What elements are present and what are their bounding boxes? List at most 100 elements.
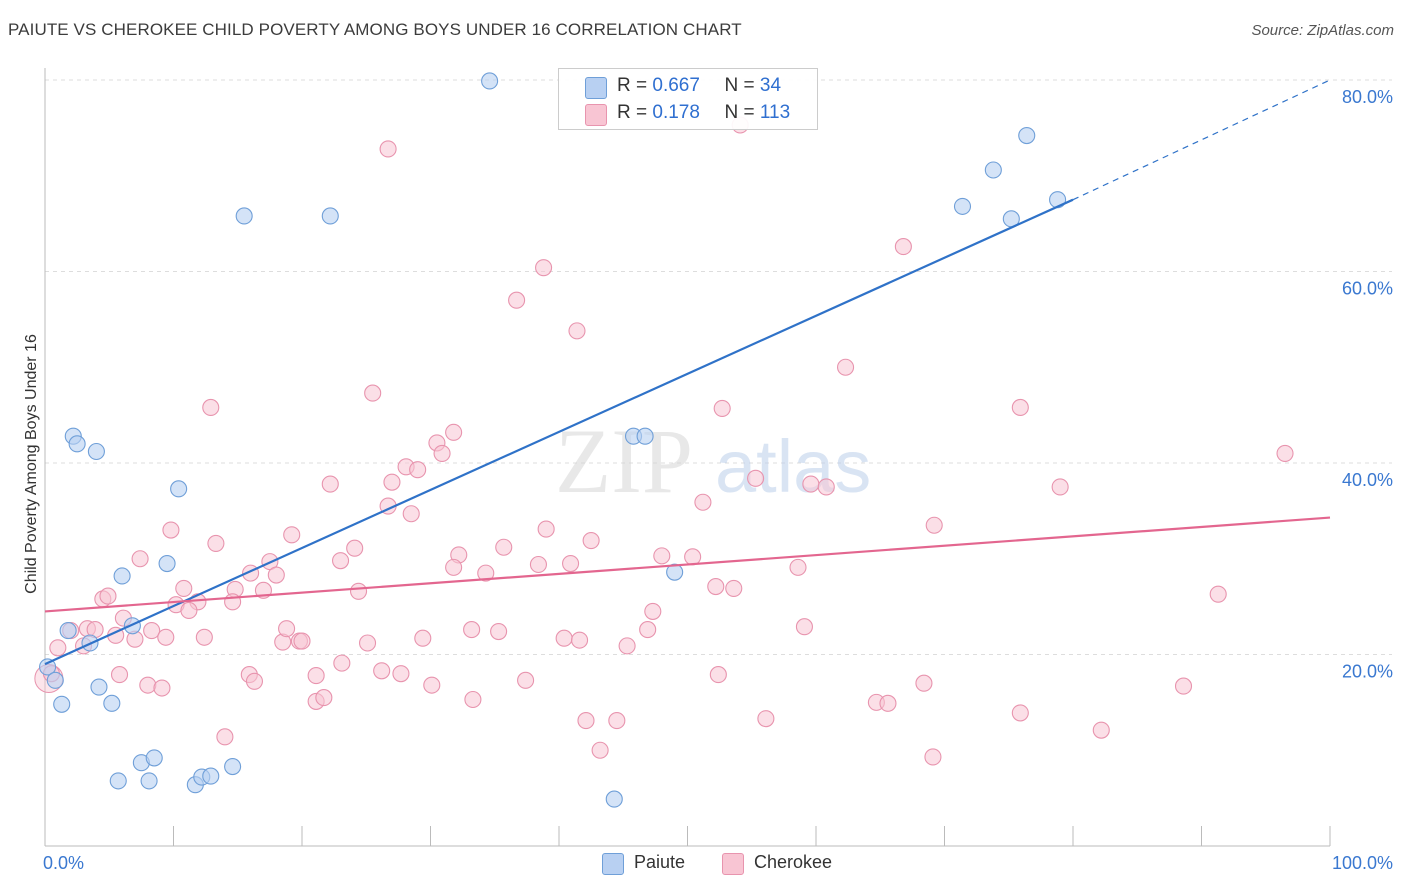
paiute-legend-label: Paiute — [634, 852, 686, 872]
cherokee-point — [402, 505, 420, 523]
y-axis-label: Child Poverty Among Boys Under 16 — [23, 334, 40, 594]
paiute-point — [224, 757, 242, 776]
cherokee-point — [464, 690, 482, 709]
cherokee-point — [153, 679, 171, 697]
cherokee-trend-line — [44, 516, 1331, 613]
cherokee-point — [707, 577, 725, 596]
x-tick-label-min: 0.0% — [43, 853, 84, 873]
cherokee-point — [713, 399, 731, 417]
cherokee-point — [1209, 585, 1227, 603]
cherokee-point — [789, 558, 807, 576]
cherokee-point — [562, 554, 580, 573]
cherokee-point — [283, 526, 301, 544]
cherokee-point — [346, 539, 364, 557]
tick-labels: 20.0% 40.0% 60.0% 80.0% 0.0% 100.0% — [43, 87, 1393, 873]
cherokee-point — [293, 632, 311, 650]
paiute-point — [605, 790, 623, 808]
paiute-n-label: N = — [724, 75, 755, 96]
cherokee-point — [245, 672, 264, 690]
paiute-point — [170, 480, 188, 498]
cherokee-point — [591, 741, 609, 759]
cherokee-r-label: R = — [617, 102, 648, 123]
cherokee-point — [373, 662, 391, 680]
cherokee-point — [202, 398, 220, 417]
cherokee-point — [495, 538, 513, 556]
paiute-trend-line — [44, 198, 1074, 666]
cherokee-point — [307, 667, 325, 685]
cherokee-point — [653, 547, 671, 565]
y-tick-label: 60.0% — [1342, 279, 1393, 299]
cherokee-point — [879, 694, 897, 712]
paiute-point — [68, 435, 86, 453]
cherokee-point — [757, 710, 775, 728]
gridlines — [45, 79, 1392, 655]
cherokee-point — [433, 444, 451, 462]
cherokee-point — [1276, 444, 1294, 462]
paiute-r-value: 0.667 — [652, 75, 700, 96]
cherokee-point — [537, 520, 555, 538]
cherokee-point — [802, 475, 820, 493]
paiute-point — [666, 563, 684, 581]
y-tick-label: 80.0% — [1342, 87, 1393, 107]
cherokee-point — [747, 469, 765, 487]
cherokee-point — [331, 552, 350, 570]
cherokee-point — [414, 629, 432, 647]
cherokee-point — [639, 621, 657, 639]
cherokee-point — [131, 550, 149, 568]
paiute-point — [158, 554, 176, 573]
cherokee-point — [445, 423, 463, 441]
paiute-point — [87, 442, 105, 461]
trend-lines — [44, 79, 1331, 666]
cherokee-point — [349, 582, 368, 600]
cherokee-point — [383, 473, 401, 491]
paiute-point — [984, 161, 1002, 179]
cherokee-point — [157, 628, 175, 646]
cherokee-point — [529, 555, 547, 574]
cherokee-point — [49, 639, 67, 657]
cherokee-point — [1051, 478, 1069, 496]
paiute-point — [59, 622, 77, 640]
paiute-point — [53, 695, 71, 713]
paiute-legend-swatch — [602, 853, 624, 875]
cherokee-point — [207, 534, 225, 552]
cherokee-point — [644, 602, 662, 620]
cherokee-point — [1092, 721, 1110, 739]
cherokee-point — [409, 461, 427, 479]
cherokee-r-value: 0.178 — [652, 102, 700, 123]
cherokee-point — [568, 322, 586, 340]
paiute-point — [113, 567, 131, 585]
cherokee-point — [445, 558, 463, 576]
paiute-point — [103, 694, 121, 712]
cherokee-point — [618, 637, 636, 655]
cherokee-point — [608, 712, 626, 730]
cherokee-point — [535, 259, 553, 277]
paiute-swatch — [585, 77, 607, 99]
y-tick-label: 40.0% — [1342, 470, 1393, 490]
cherokee-point — [463, 621, 481, 639]
paiute-point — [140, 772, 158, 790]
cherokee-point — [477, 564, 495, 582]
series-cherokee-points — [34, 116, 1294, 766]
paiute-point — [90, 678, 108, 696]
cherokee-point — [1011, 398, 1029, 417]
cherokee-point — [571, 631, 589, 649]
paiute-point — [235, 207, 253, 225]
paiute-point — [481, 72, 499, 90]
cherokee-point — [837, 358, 855, 376]
series-paiute-points — [39, 72, 1067, 808]
cherokee-point — [99, 587, 117, 605]
source-label: Source: ZipAtlas.com — [1251, 22, 1394, 39]
cherokee-point — [1174, 677, 1193, 695]
cherokee-point — [925, 516, 943, 534]
cherokee-point — [110, 666, 129, 684]
paiute-point — [145, 749, 163, 767]
cherokee-point — [817, 478, 835, 496]
cherokee-point — [333, 654, 351, 672]
paiute-point — [46, 671, 64, 689]
cherokee-legend-label: Cherokee — [754, 852, 833, 872]
cherokee-point — [180, 601, 198, 620]
x-tick-label-max: 100.0% — [1332, 853, 1393, 873]
cherokee-point — [423, 676, 441, 694]
paiute-point — [321, 207, 339, 225]
